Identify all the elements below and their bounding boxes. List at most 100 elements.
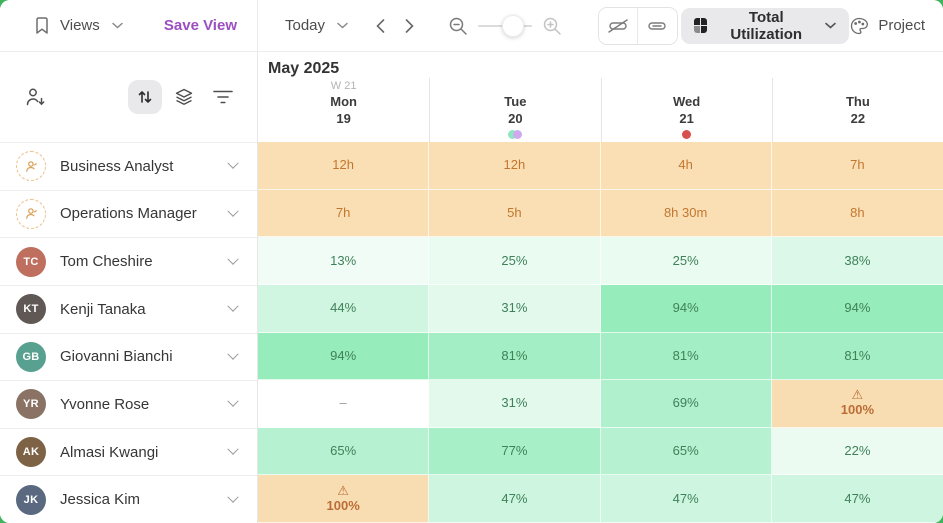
utilization-cell[interactable]: 81% <box>429 332 601 381</box>
utilization-cell[interactable]: 94% <box>771 284 943 333</box>
event-dot <box>682 129 692 139</box>
utilization-cell[interactable]: 47% <box>429 475 601 523</box>
zoom-out-button[interactable] <box>446 14 470 38</box>
row-label: Giovanni Bianchi <box>60 348 173 366</box>
zoom-slider-handle[interactable] <box>502 14 525 37</box>
chevron-down-icon[interactable] <box>227 443 239 455</box>
chevron-down-icon[interactable] <box>227 205 239 217</box>
row-label: Tom Cheshire <box>60 253 153 271</box>
utilization-cell[interactable]: 8h <box>771 189 943 238</box>
views-label: Views <box>60 17 100 34</box>
row-yvonne-rose[interactable]: YR Yvonne Rose <box>0 380 257 428</box>
palette-icon <box>849 16 869 36</box>
chevron-down-icon <box>337 22 348 29</box>
avatar: JK <box>16 484 46 515</box>
avatar: GB <box>16 341 46 372</box>
views-dropdown[interactable]: Views <box>50 17 123 34</box>
avatar: KT <box>16 294 46 325</box>
week-number: W 21 <box>330 80 357 92</box>
row-business-analyst[interactable]: Business Analyst <box>0 142 257 190</box>
utilization-grid: 12h 12h 4h 7h 7h 5h 8h 30m 8h 13% 25% 25… <box>258 142 943 523</box>
day-header-thu: Thu 22 <box>771 78 943 142</box>
utilization-cell[interactable]: 25% <box>600 237 772 285</box>
chevron-down-icon[interactable] <box>227 348 239 360</box>
row-label: Almasi Kwangi <box>60 443 159 461</box>
chevron-down-icon[interactable] <box>227 253 239 265</box>
utilization-cell[interactable]: 94% <box>600 284 772 333</box>
row-almasi-kwangi[interactable]: AK Almasi Kwangi <box>0 427 257 476</box>
view-mode-label: Total Utilization <box>730 8 803 43</box>
row-tom-cheshire[interactable]: TC Tom Cheshire <box>0 237 257 285</box>
utilization-cell[interactable]: 31% <box>429 284 601 333</box>
sort-button[interactable] <box>128 80 162 114</box>
calendar-area: May 2025 W 21 Mon 19 Tue 20 Wed 21 <box>258 52 943 523</box>
utilization-cell[interactable]: 47% <box>600 475 772 523</box>
utilization-cell[interactable]: 69% <box>600 380 772 428</box>
utilization-cell[interactable]: 77% <box>429 427 601 476</box>
person-sort-button[interactable] <box>22 84 50 110</box>
sidebar-tools-group <box>128 80 240 114</box>
zoom-slider[interactable] <box>478 14 533 37</box>
layers-button[interactable] <box>167 80 201 114</box>
day-header-wed: Wed 21 <box>600 78 772 142</box>
utilization-cell[interactable]: 5h <box>429 189 601 238</box>
filter-button[interactable] <box>206 80 240 114</box>
utilization-cell[interactable]: 22% <box>771 427 943 476</box>
chevron-down-icon[interactable] <box>227 395 239 408</box>
utilization-cell[interactable]: 12h <box>429 142 601 190</box>
utilization-cell[interactable]: 81% <box>771 332 943 381</box>
row-jessica-kim[interactable]: JK Jessica Kim <box>0 475 257 523</box>
utilization-cell[interactable]: 38% <box>771 237 943 285</box>
zoom-controls <box>446 14 564 38</box>
view-mode-dropdown[interactable]: Total Utilization <box>680 7 850 44</box>
utilization-cell[interactable]: 25% <box>429 237 601 285</box>
day-header-row: W 21 Mon 19 Tue 20 Wed 21 <box>258 78 943 142</box>
project-color-control: Project <box>849 16 925 36</box>
row-label: Yvonne Rose <box>60 395 150 413</box>
utilization-cell[interactable]: 7h <box>258 189 430 238</box>
row-giovanni-bianchi[interactable]: GB Giovanni Bianchi <box>0 332 257 381</box>
chevron-down-icon[interactable] <box>227 157 239 170</box>
utilization-cell[interactable]: 94% <box>258 332 430 381</box>
utilization-cell[interactable]: 13% <box>258 237 430 285</box>
save-view-button[interactable]: Save View <box>163 17 237 34</box>
warning-icon: ⚠ <box>851 387 864 403</box>
row-operations-manager[interactable]: Operations Manager <box>0 189 257 238</box>
toolbar: Views Save View Today <box>0 0 943 52</box>
event-dot <box>513 129 523 139</box>
chevron-down-icon[interactable] <box>227 491 239 503</box>
event-dot <box>508 129 518 139</box>
show-links-button[interactable] <box>637 7 677 44</box>
utilization-cell-overallocated[interactable]: ⚠ 100% <box>771 380 943 428</box>
hide-links-button[interactable] <box>599 7 638 44</box>
prev-button[interactable] <box>374 17 387 35</box>
utilization-cell[interactable]: 47% <box>771 475 943 523</box>
zoom-in-button[interactable] <box>540 14 564 38</box>
row-kenji-tanaka[interactable]: KT Kenji Tanaka <box>0 284 257 333</box>
chevron-down-icon[interactable] <box>227 300 239 313</box>
utilization-cell[interactable]: 4h <box>600 142 772 190</box>
day-header-mon: W 21 Mon 19 <box>330 80 357 126</box>
utilization-cell[interactable]: 81% <box>600 332 772 381</box>
utilization-cell[interactable]: 65% <box>600 427 772 476</box>
toolbar-views-section: Views Save View <box>0 0 258 51</box>
row-label: Business Analyst <box>60 157 174 175</box>
utilization-cell[interactable]: 31% <box>429 380 601 428</box>
utilization-cell[interactable]: – <box>258 380 430 428</box>
today-dropdown[interactable]: Today <box>285 17 348 34</box>
date-nav <box>374 17 416 35</box>
next-button[interactable] <box>403 17 416 35</box>
utilization-cell[interactable]: 44% <box>258 284 430 333</box>
utilization-cell[interactable]: 7h <box>771 142 943 190</box>
project-toggle[interactable]: Project <box>878 17 925 34</box>
utilization-cell[interactable]: 12h <box>258 142 430 190</box>
utilization-cell[interactable]: 8h 30m <box>600 189 772 238</box>
utilization-cell-overallocated[interactable]: ⚠ 100% <box>258 475 430 523</box>
utilization-cell[interactable]: 65% <box>258 427 430 476</box>
avatar: AK <box>16 437 46 468</box>
today-label: Today <box>285 17 326 34</box>
grid-icon <box>693 18 708 33</box>
sidebar-toolbar <box>0 52 257 142</box>
row-label: Jessica Kim <box>60 491 141 509</box>
month-label: May 2025 <box>268 60 340 77</box>
